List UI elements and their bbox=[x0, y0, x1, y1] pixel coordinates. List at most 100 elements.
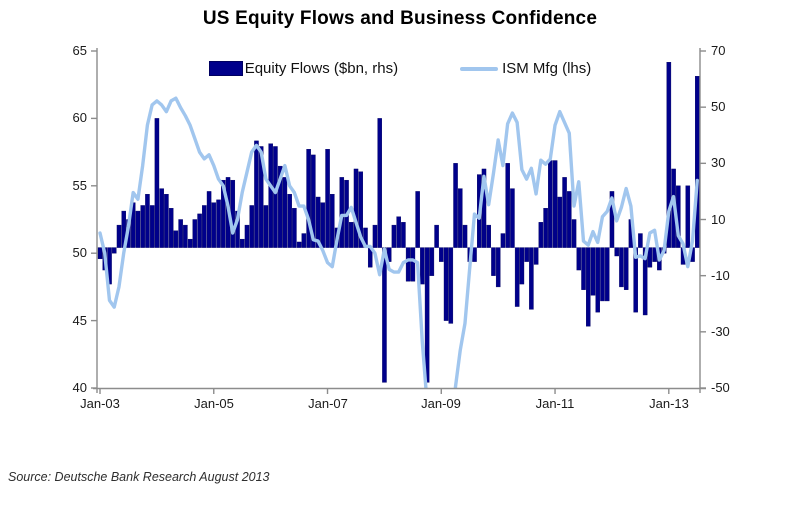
bar bbox=[239, 238, 245, 248]
bar bbox=[325, 149, 330, 248]
bar bbox=[149, 205, 155, 248]
bar bbox=[145, 194, 150, 248]
bar bbox=[514, 247, 520, 307]
legend: Equity Flows ($bn, rhs) ISM Mfg (lhs) bbox=[0, 60, 800, 77]
bar bbox=[652, 247, 657, 262]
bar bbox=[458, 188, 463, 248]
bar bbox=[415, 191, 420, 248]
bar bbox=[282, 177, 288, 248]
bar bbox=[557, 196, 563, 248]
bar bbox=[538, 222, 544, 248]
bar bbox=[164, 194, 169, 248]
y-left-tick-label: 50 bbox=[72, 245, 87, 260]
equity-flows-swatch-icon bbox=[208, 61, 243, 76]
bar bbox=[330, 194, 335, 248]
bar bbox=[391, 224, 397, 248]
bar bbox=[292, 208, 297, 248]
bar bbox=[140, 205, 145, 248]
bar bbox=[339, 177, 345, 248]
legend-label-equity-flows: Equity Flows ($bn, rhs) bbox=[244, 60, 399, 77]
bar bbox=[116, 224, 122, 248]
bar bbox=[590, 247, 596, 296]
bar bbox=[638, 233, 643, 248]
bar bbox=[510, 188, 515, 248]
bar bbox=[315, 196, 321, 248]
y-left-tick-label: 65 bbox=[72, 43, 87, 58]
bar bbox=[187, 238, 193, 248]
source-note: Source: Deutsche Bank Research August 20… bbox=[8, 470, 270, 484]
bar bbox=[552, 160, 558, 248]
bar bbox=[135, 210, 141, 248]
bar bbox=[609, 191, 615, 248]
bar bbox=[377, 118, 382, 248]
y-right-tick-label: -10 bbox=[711, 268, 730, 283]
bar bbox=[353, 168, 359, 248]
bar bbox=[434, 224, 439, 248]
bar bbox=[600, 247, 605, 302]
bar bbox=[429, 247, 435, 276]
bar bbox=[685, 185, 691, 248]
bar bbox=[529, 247, 534, 310]
bar bbox=[249, 205, 254, 248]
bar bbox=[453, 163, 458, 248]
bar bbox=[273, 146, 278, 248]
bar bbox=[287, 194, 292, 248]
bar bbox=[168, 208, 174, 248]
bar bbox=[268, 143, 273, 248]
y-right-tick-label: -30 bbox=[711, 324, 730, 339]
legend-label-ism: ISM Mfg (lhs) bbox=[502, 60, 592, 77]
bar bbox=[472, 247, 477, 262]
bar bbox=[543, 208, 548, 248]
chart-title: US Equity Flows and Business Confidence bbox=[202, 8, 598, 29]
y-right-tick-label: -50 bbox=[711, 380, 730, 395]
bar bbox=[462, 224, 468, 248]
bar bbox=[206, 191, 212, 248]
x-tick-label: Jan-07 bbox=[308, 396, 348, 411]
bar bbox=[349, 222, 354, 248]
bar bbox=[647, 247, 653, 268]
bar bbox=[97, 247, 103, 260]
bar bbox=[581, 247, 586, 290]
bar bbox=[230, 179, 236, 248]
y-right-tick-label: 10 bbox=[711, 212, 726, 227]
bar bbox=[277, 165, 283, 248]
bar bbox=[524, 247, 529, 262]
bar bbox=[306, 149, 311, 248]
bar bbox=[642, 247, 648, 316]
ism-line bbox=[98, 96, 699, 388]
bar bbox=[211, 202, 217, 248]
y-right-tick-label: 50 bbox=[711, 99, 726, 114]
bar bbox=[263, 205, 269, 248]
bar bbox=[197, 213, 202, 248]
bar bbox=[254, 140, 259, 248]
bar bbox=[486, 224, 491, 248]
bar bbox=[519, 247, 525, 285]
bar bbox=[202, 205, 207, 248]
bar bbox=[216, 199, 221, 248]
bar bbox=[567, 191, 572, 248]
bar bbox=[571, 219, 577, 248]
bar bbox=[576, 247, 582, 271]
y-right-tick-label: 70 bbox=[711, 43, 726, 58]
bar bbox=[382, 247, 387, 383]
bar bbox=[695, 76, 700, 248]
bar bbox=[505, 163, 510, 248]
equity-flows-bars bbox=[97, 62, 700, 383]
bar bbox=[448, 247, 454, 324]
bar bbox=[396, 216, 401, 248]
y-left-tick-label: 45 bbox=[72, 313, 87, 328]
bar bbox=[500, 233, 506, 248]
x-tick-label: Jan-05 bbox=[194, 396, 234, 411]
bar bbox=[439, 247, 444, 262]
bar bbox=[154, 118, 160, 248]
bar bbox=[586, 247, 591, 327]
bar bbox=[604, 247, 610, 302]
bar bbox=[491, 247, 496, 276]
bar bbox=[296, 241, 302, 248]
bar bbox=[424, 247, 430, 383]
bar bbox=[244, 224, 250, 248]
bar bbox=[372, 224, 378, 248]
x-tick-label: Jan-09 bbox=[421, 396, 461, 411]
bar bbox=[614, 247, 619, 257]
